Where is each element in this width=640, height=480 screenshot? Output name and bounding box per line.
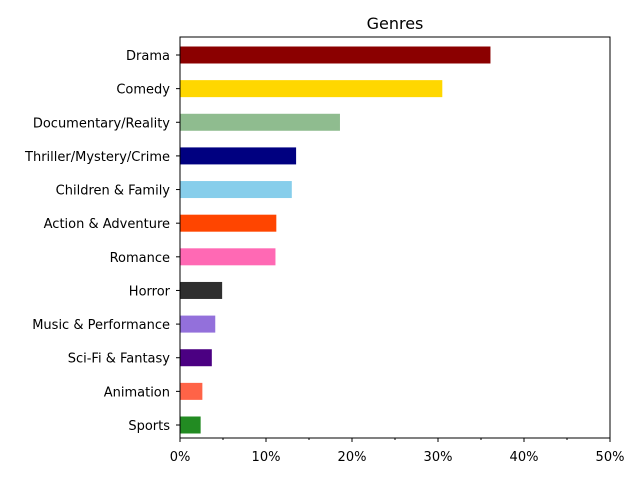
x-tick-label: 50% [596,450,625,465]
bar-action-adventure [180,214,277,232]
bar-animation [180,382,203,400]
bar-sci-fi-fantasy [180,349,212,367]
category-label: Children & Family [56,184,171,199]
plot-frame [179,36,611,439]
bar-romance [180,248,276,266]
x-axis: 0% 10% 20% 30% 40% 50% [170,438,625,465]
x-tick-label: 10% [252,450,281,465]
bar-documentary-reality [180,113,340,131]
x-tick-label: 30% [424,450,453,465]
category-label: Documentary/Reality [33,116,170,131]
category-label: Sports [128,419,170,434]
x-tick-label: 0% [170,450,191,465]
bar-children-family [180,181,292,199]
category-label: Drama [126,49,170,64]
bar-horror [180,281,223,299]
category-labels: Drama Comedy Documentary/Reality Thriller/M… [24,49,180,434]
category-label: Horror [129,284,171,299]
bar-sports [180,416,201,434]
category-label: Music & Performance [32,318,170,333]
bar-drama [180,46,491,64]
bar-comedy [180,80,443,98]
category-label: Sci-Fi & Fantasy [68,352,171,367]
bar-thriller-mystery-crime [180,147,297,165]
bar-music-performance [180,315,216,333]
x-tick-label: 20% [338,450,367,465]
category-label: Animation [104,385,170,400]
x-tick-label: 40% [510,450,539,465]
category-label: Romance [110,251,170,266]
category-label: Thriller/Mystery/Crime [24,150,170,165]
chart-title: Genres [367,14,424,33]
category-label: Comedy [116,83,170,98]
bars-group [180,46,491,434]
category-label: Action & Adventure [44,217,170,232]
